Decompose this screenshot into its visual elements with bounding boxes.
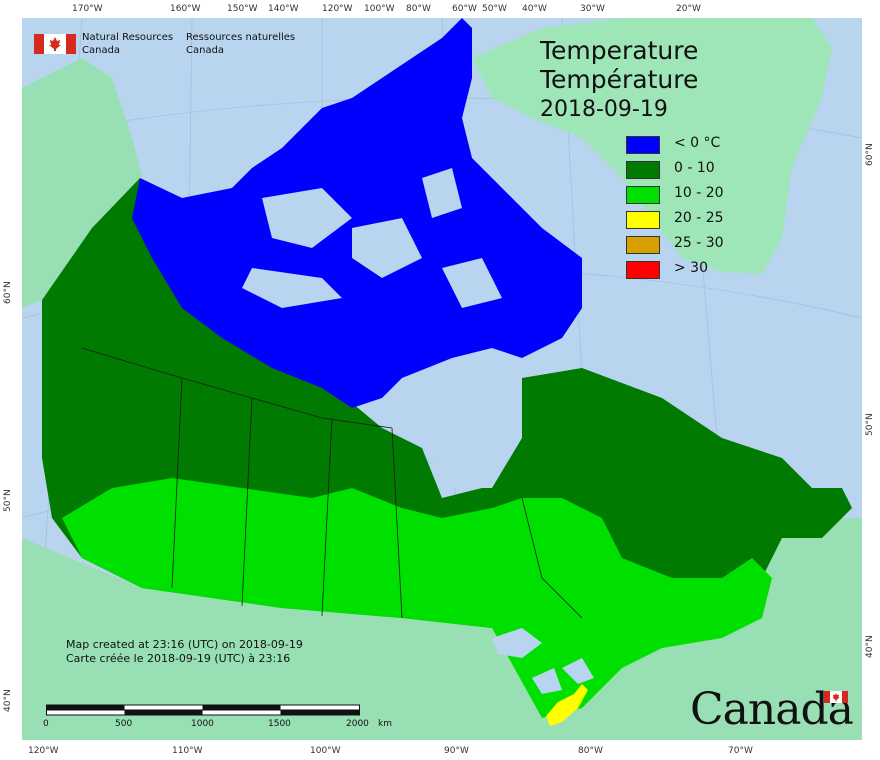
map-title-fr: Température [540,65,699,94]
map-title-en: Temperature [540,36,699,65]
legend-label: < 0 °C [674,135,721,151]
scale-unit: km [378,719,392,729]
legend-swatch [626,236,660,254]
org-name-fr-line2: Canada [186,45,225,56]
tick-bottom: 70°W [728,746,753,756]
scale-label: 500 [115,719,133,729]
tick-top: 60°W [452,4,477,14]
tick-top: 30°W [580,4,605,14]
scale-label: 2000 [346,719,369,729]
great-lakes [492,628,594,694]
org-name-fr: Ressources naturelles Canada [186,31,295,57]
map-canvas[interactable] [22,18,862,740]
zone-below-0 [132,18,582,408]
tick-left: 60°N [3,281,13,304]
tick-top: 160°W [170,4,201,14]
map-credit: Map created at 23:16 (UTC) on 2018-09-19… [66,638,303,666]
legend-swatch [626,261,660,279]
tick-bottom: 90°W [444,746,469,756]
tick-top: 100°W [364,4,395,14]
provincial-boundaries [81,347,583,619]
legend-label: > 30 [674,260,708,276]
tick-top: 170°W [72,4,103,14]
legend-swatch [626,161,660,179]
zone-20-25 [546,684,588,726]
tick-top: 150°W [227,4,258,14]
alaska-land [22,58,142,308]
org-name-en-line1: Natural Resources [82,32,174,43]
credit-fr: Carte créée le 2018-09-19 (UTC) à 23:16 [66,652,291,665]
tick-right: 40°N [865,635,875,658]
credit-en: Map created at 23:16 (UTC) on 2018-09-19 [66,638,303,651]
map-svg [22,18,862,740]
tick-bottom: 120°W [28,746,59,756]
scale-label: 0 [43,719,49,729]
org-name-fr-line1: Ressources naturelles [186,32,296,43]
scale-label: 1000 [191,719,214,729]
usa-land [22,518,862,740]
tick-bottom: 100°W [310,746,341,756]
tick-top: 20°W [676,4,701,14]
tick-top: 50°W [482,4,507,14]
legend-label: 25 - 30 [674,235,724,251]
org-name-en: Natural Resources Canada [82,31,173,57]
wordmark-flag-icon [824,691,848,703]
tick-left: 40°N [3,689,13,712]
tick-right: 50°N [865,413,875,436]
legend-label: 0 - 10 [674,160,715,176]
tick-top: 120°W [322,4,353,14]
legend-swatch [626,211,660,229]
legend-label: 10 - 20 [674,185,724,201]
scale-label: 1500 [268,719,291,729]
canada-flag-icon [34,34,76,54]
legend-swatch [626,136,660,154]
tick-left: 50°N [3,489,13,512]
tick-bottom: 110°W [172,746,203,756]
tick-bottom: 80°W [578,746,603,756]
tick-top: 140°W [268,4,299,14]
tick-top: 80°W [406,4,431,14]
arctic-channels [242,168,502,308]
org-name-en-line2: Canada [82,45,121,56]
legend-swatch [626,186,660,204]
tick-right: 60°N [865,143,875,166]
map-date: 2018-09-19 [540,97,668,122]
zone-10-20 [62,478,772,718]
scale-bar [46,704,360,716]
map-title: Temperature Température [540,36,698,94]
hudson-bay [392,348,522,488]
tick-top: 40°W [522,4,547,14]
legend-label: 20 - 25 [674,210,724,226]
